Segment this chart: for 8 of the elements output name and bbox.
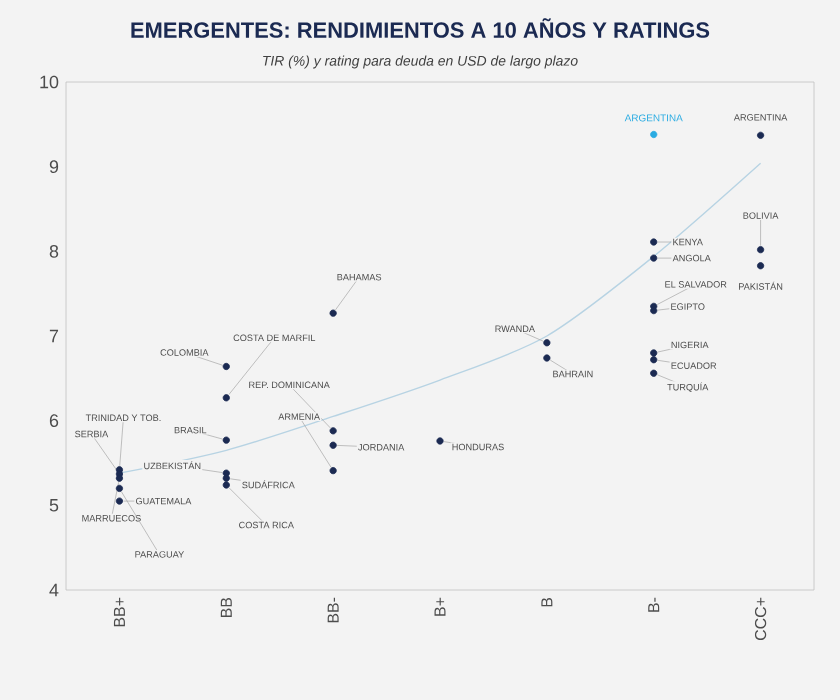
y-tick-label: 9 (49, 160, 59, 174)
chart-title: EMERGENTES: RENDIMIENTOS A 10 AÑOS Y RATINGS (131, 18, 710, 38)
y-tick-label: 4 (49, 583, 59, 597)
y-tick-label: 6 (49, 414, 59, 428)
y-tick-label: 10 (40, 75, 59, 89)
y-tick-label: 5 (49, 499, 59, 512)
y-tick-label: 8 (49, 244, 59, 258)
y-tick-label: 7 (49, 329, 59, 343)
